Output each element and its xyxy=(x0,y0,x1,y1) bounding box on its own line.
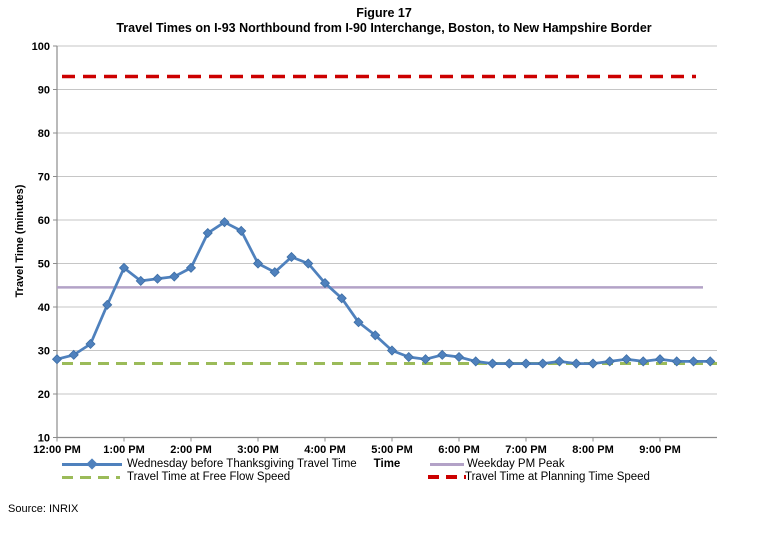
figure-subtitle: Travel Times on I-93 Northbound from I-9… xyxy=(116,21,652,35)
x-tick-label: 1:00 PM xyxy=(103,444,145,456)
travel-time-marker xyxy=(202,227,213,239)
x-tick-label: 9:00 PM xyxy=(639,444,681,456)
figure-title: Figure 17 xyxy=(356,6,412,20)
travel-time-marker xyxy=(688,356,699,367)
travel-time-marker xyxy=(504,358,515,369)
travel-time-marker xyxy=(487,358,498,369)
travel-time-marker xyxy=(537,358,548,369)
travel-time-marker xyxy=(152,273,163,284)
travel-time-marker xyxy=(85,338,96,350)
travel-time-marker xyxy=(604,356,615,367)
travel-time-marker xyxy=(169,271,180,282)
y-tick-label: 90 xyxy=(38,85,50,97)
legend-label-free-flow: Travel Time at Free Flow Speed xyxy=(127,471,291,483)
travel-time-marker xyxy=(470,356,481,367)
y-tick-label: 20 xyxy=(38,389,50,401)
travel-time-marker xyxy=(269,267,280,278)
x-tick-label: 12:00 PM xyxy=(33,444,81,456)
travel-time-marker xyxy=(571,358,582,369)
travel-time-marker xyxy=(420,354,431,365)
x-axis-title: Time xyxy=(373,458,401,470)
travel-time-marker xyxy=(671,356,682,367)
legend-label-planning-time: Travel Time at Planning Time Speed xyxy=(465,471,650,483)
travel-time-marker xyxy=(319,278,331,289)
travel-time-marker xyxy=(587,358,599,369)
legend-swatch-planning-time xyxy=(428,475,466,479)
legend-swatch-free-flow xyxy=(62,476,120,479)
travel-time-marker xyxy=(621,354,632,365)
diamond-marker-icon xyxy=(86,458,98,470)
y-tick-label: 60 xyxy=(38,215,50,227)
travel-time-marker xyxy=(654,354,666,365)
legend-swatch-pm-peak xyxy=(430,463,464,466)
travel-time-marker xyxy=(336,293,347,304)
travel-time-marker xyxy=(520,358,532,369)
travel-time-marker xyxy=(638,356,649,367)
y-tick-label: 50 xyxy=(38,259,50,271)
travel-time-line xyxy=(56,220,711,365)
travel-time-marker xyxy=(185,262,197,273)
travel-time-marker xyxy=(51,354,63,365)
travel-time-marker xyxy=(236,225,247,236)
y-tick-label: 40 xyxy=(38,302,50,314)
travel-time-marker xyxy=(68,349,79,360)
travel-time-marker xyxy=(118,262,130,273)
travel-time-marker xyxy=(705,356,716,367)
x-tick-label: 6:00 PM xyxy=(438,444,480,456)
x-tick-label: 7:00 PM xyxy=(505,444,547,456)
legend-label-pm-peak: Weekday PM Peak xyxy=(467,458,565,470)
travel-time-marker xyxy=(135,275,146,286)
travel-time-marker xyxy=(453,351,465,363)
x-tick-label: 2:00 PM xyxy=(170,444,212,456)
y-tick-label: 100 xyxy=(32,41,50,53)
y-tick-label: 30 xyxy=(38,346,50,358)
travel-time-marker xyxy=(386,345,398,356)
legend-swatch-travel-time-line xyxy=(62,458,122,470)
travel-time-marker xyxy=(303,258,314,269)
x-tick-label: 4:00 PM xyxy=(304,444,346,456)
travel-time-marker xyxy=(286,251,297,263)
x-tick-label: 3:00 PM xyxy=(237,444,279,456)
y-tick-label: 10 xyxy=(38,433,50,445)
x-tick-label: 8:00 PM xyxy=(572,444,614,456)
source-note: Source: INRIX xyxy=(8,503,79,515)
travel-time-marker xyxy=(102,299,113,310)
travel-time-marker xyxy=(437,349,448,360)
travel-time-marker xyxy=(370,330,381,341)
y-tick-label: 70 xyxy=(38,172,50,184)
y-tick-label: 80 xyxy=(38,128,50,140)
travel-time-marker xyxy=(403,351,414,363)
travel-time-marker xyxy=(252,258,264,269)
travel-time-marker xyxy=(219,217,230,228)
travel-time-marker xyxy=(554,356,565,367)
travel-time-marker xyxy=(353,317,364,328)
x-tick-label: 5:00 PM xyxy=(371,444,413,456)
legend-label-travel-time: Wednesday before Thanksgiving Travel Tim… xyxy=(127,458,357,470)
